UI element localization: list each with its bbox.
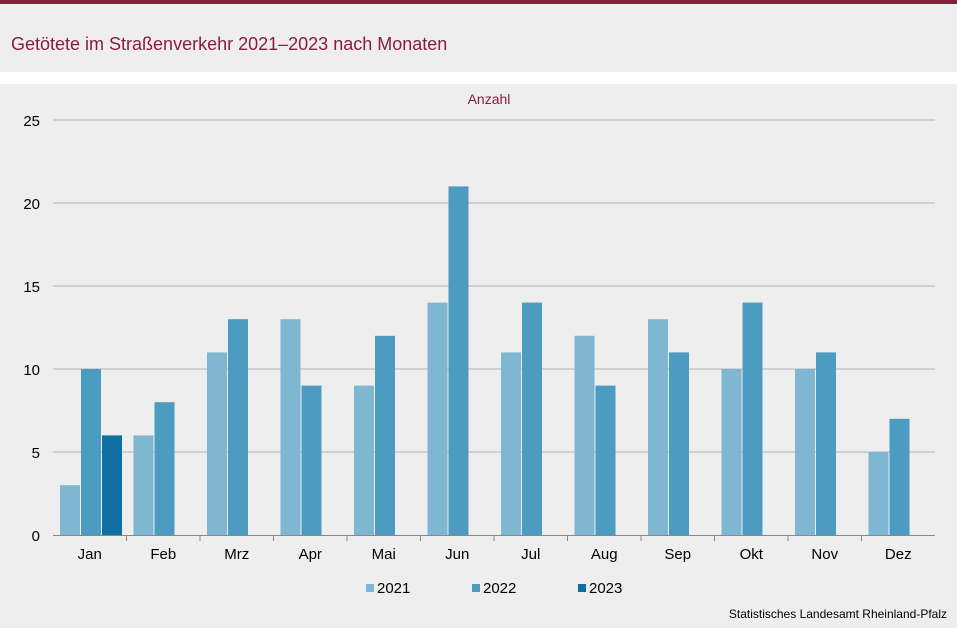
x-axis xyxy=(53,535,935,541)
bar-2021-Apr xyxy=(280,319,301,535)
gridlines xyxy=(53,119,935,453)
legend-item-2023: 2023 xyxy=(578,580,622,597)
bar-2022-Jun xyxy=(448,186,469,535)
x-tick-label: Okt xyxy=(740,546,764,563)
legend-item-2021: 2021 xyxy=(366,580,410,597)
bar-2021-Jun xyxy=(427,302,448,535)
bars xyxy=(60,186,910,535)
y-tick-label: 10 xyxy=(23,362,40,379)
bar-2021-Dez xyxy=(868,452,889,535)
y-tick-label: 15 xyxy=(23,279,40,296)
source-note: Statistisches Landesamt Rheinland-Pfalz xyxy=(728,607,947,621)
page-title: Getötete im Straßenverkehr 2021–2023 nac… xyxy=(11,34,448,54)
legend-label: 2022 xyxy=(483,580,516,597)
legend-label: 2023 xyxy=(589,580,622,597)
bar-2021-Okt xyxy=(721,369,742,535)
legend-swatch xyxy=(472,584,480,592)
bar-2023-Jan xyxy=(102,435,122,535)
chart-panel xyxy=(0,84,957,628)
y-tick-label: 20 xyxy=(23,196,40,213)
x-tick-label: Jan xyxy=(78,546,102,563)
bar-2022-Feb xyxy=(154,402,175,535)
x-tick-labels: Jan Feb Mrz Apr Mai Jun Jul Aug Sep Okt Nov Dez xyxy=(78,546,912,563)
x-tick-label: Mrz xyxy=(224,546,249,563)
bar-2022-Nov xyxy=(816,352,836,535)
bar-2022-Mrz xyxy=(228,319,248,535)
bar-2021-Nov xyxy=(795,369,815,535)
bar-2022-Mai xyxy=(375,335,395,535)
x-tick-label: Jul xyxy=(521,546,540,563)
header-divider xyxy=(0,72,957,84)
x-tick-label: Dez xyxy=(885,546,912,563)
bar-2022-Sep xyxy=(669,352,689,535)
x-tick-label: Aug xyxy=(591,546,618,563)
y-axis-label: Anzahl xyxy=(468,91,511,107)
bar-2021-Jan xyxy=(60,485,80,535)
y-tick-label: 25 xyxy=(23,113,40,130)
bar-2021-Mai xyxy=(354,385,374,535)
x-tick-label: Sep xyxy=(664,546,691,563)
bar-2022-Jul xyxy=(522,302,542,535)
x-tick-label: Feb xyxy=(150,546,176,563)
legend-item-2022: 2022 xyxy=(472,580,516,597)
bar-2021-Feb xyxy=(133,435,154,535)
bar-2021-Mrz xyxy=(207,352,227,535)
top-accent-bar xyxy=(0,0,957,4)
y-tick-label: 5 xyxy=(32,445,40,462)
legend-swatch xyxy=(578,584,586,592)
x-tick-label: Nov xyxy=(811,546,838,563)
bar-2022-Apr xyxy=(301,385,322,535)
legend: 2021 2022 2023 xyxy=(366,580,622,597)
bar-2022-Aug xyxy=(595,385,616,535)
y-tick-label: 0 xyxy=(32,528,40,545)
bar-2021-Sep xyxy=(648,319,668,535)
header: Getötete im Straßenverkehr 2021–2023 nac… xyxy=(0,4,957,72)
bar-2021-Aug xyxy=(574,335,595,535)
bar-2022-Okt xyxy=(742,302,763,535)
bar-2022-Jan xyxy=(81,369,101,535)
bar-2021-Jul xyxy=(501,352,521,535)
x-tick-label: Apr xyxy=(299,546,322,563)
x-tick-label: Jun xyxy=(445,546,469,563)
y-tick-labels: 0 5 10 15 20 25 xyxy=(23,113,40,545)
bar-2022-Dez xyxy=(889,418,910,535)
x-tick-label: Mai xyxy=(372,546,396,563)
legend-swatch xyxy=(366,584,374,592)
legend-label: 2021 xyxy=(377,580,410,597)
